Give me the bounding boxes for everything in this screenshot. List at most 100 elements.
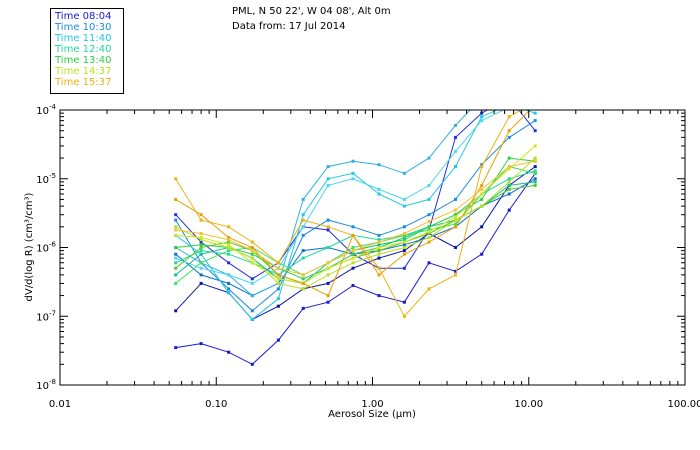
data-point-15-3 (250, 240, 254, 244)
data-point-5-10 (427, 197, 431, 201)
data-point-5-4 (276, 297, 280, 301)
data-point-4-13 (507, 192, 511, 196)
data-point-9-9 (402, 238, 406, 242)
data-point-16-9 (402, 252, 406, 256)
data-point-0-11 (454, 269, 457, 273)
data-point-15-1 (199, 218, 203, 222)
data-point-0-7 (351, 284, 355, 287)
data-point-17-4 (276, 266, 280, 270)
data-point-6-12 (480, 96, 483, 99)
data-point-14-10 (427, 230, 431, 234)
data-point-0-3 (250, 362, 254, 366)
data-point-1-14 (533, 165, 537, 169)
data-point-5-5 (301, 213, 305, 217)
data-point-4-1 (199, 273, 203, 277)
data-point-16-3 (250, 246, 254, 249)
data-point-14-0 (174, 233, 178, 237)
data-point-9-13 (507, 183, 511, 187)
data-point-17-5 (301, 273, 305, 277)
legend-item-1437: Time 14:37 (55, 66, 112, 77)
data-point-4-0 (174, 252, 178, 256)
data-point-3-7 (351, 225, 355, 229)
data-point-13-4 (276, 281, 280, 285)
data-point-3-2 (227, 287, 231, 291)
plot-frame (59, 109, 686, 386)
data-point-8-2 (227, 252, 231, 256)
data-point-16-14 (534, 103, 537, 106)
data-point-2-2 (227, 261, 231, 265)
data-point-13-8 (377, 252, 381, 256)
x-tick-label: 100.00 (668, 399, 700, 410)
data-point-15-0 (174, 177, 178, 181)
series-line-0 (175, 173, 536, 365)
data-point-14-7 (351, 256, 355, 260)
data-point-5-2 (227, 291, 231, 295)
data-point-1-0 (174, 309, 178, 313)
data-point-6-6 (326, 165, 330, 169)
data-point-7-14 (534, 101, 537, 104)
data-point-15-6 (326, 225, 330, 229)
data-point-15-5 (301, 218, 305, 222)
data-point-10-0 (174, 246, 178, 249)
data-point-8-1 (199, 249, 203, 253)
data-point-8-8 (377, 238, 381, 242)
data-point-4-14 (533, 177, 537, 181)
data-point-2-0 (174, 213, 178, 217)
data-point-1-4 (276, 304, 280, 308)
data-point-10-7 (351, 252, 355, 256)
data-point-3-14 (533, 119, 537, 123)
data-point-3-11 (454, 197, 457, 201)
data-point-7-0 (174, 256, 178, 260)
data-point-5-3 (250, 317, 254, 321)
data-point-11-14 (533, 171, 537, 175)
data-point-3-3 (250, 309, 254, 313)
data-point-17-8 (377, 240, 381, 244)
data-point-4-5 (301, 249, 305, 253)
data-point-17-1 (199, 232, 203, 235)
data-point-13-9 (402, 246, 406, 249)
data-point-7-6 (326, 183, 330, 187)
data-point-1-8 (377, 256, 381, 260)
legend: Time 08:04 Time 10:30 Time 11:40 Time 12… (50, 8, 124, 94)
data-point-14-4 (276, 277, 280, 281)
data-point-5-12 (480, 115, 484, 119)
data-point-0-6 (326, 300, 330, 304)
data-point-17-14 (533, 159, 537, 163)
data-point-5-6 (326, 177, 330, 181)
data-point-7-11 (454, 149, 457, 153)
data-point-15-4 (276, 261, 280, 265)
series-line-9 (175, 181, 536, 284)
data-point-13-1 (199, 238, 203, 242)
data-point-12-8 (377, 249, 381, 253)
data-point-9-0 (174, 273, 178, 277)
data-point-8-13 (507, 177, 511, 181)
data-point-8-0 (174, 261, 178, 265)
data-point-2-9 (402, 266, 406, 270)
data-point-5-11 (454, 165, 457, 169)
data-point-17-12 (480, 187, 484, 191)
data-point-7-7 (351, 177, 355, 181)
data-point-6-9 (402, 171, 406, 175)
data-point-12-10 (427, 232, 431, 235)
data-point-7-2 (227, 273, 231, 277)
data-point-6-5 (301, 197, 305, 201)
data-point-5-8 (377, 192, 381, 196)
series-line-5 (175, 110, 536, 321)
x-tick-label: 0.10 (205, 399, 227, 410)
data-point-10-10 (427, 225, 431, 229)
legend-item-1240: Time 12:40 (55, 44, 112, 55)
data-point-3-5 (301, 233, 305, 237)
legend-item-1030: Time 10:30 (55, 22, 112, 33)
data-point-0-8 (377, 294, 381, 298)
data-point-11-2 (227, 249, 231, 253)
data-point-0-12 (480, 252, 484, 256)
data-point-10-12 (480, 197, 484, 201)
data-point-7-12 (480, 119, 484, 123)
y-tick-label: 10-4 (36, 103, 56, 117)
data-point-0-10 (427, 261, 431, 265)
data-point-13-12 (480, 204, 484, 208)
data-point-6-14 (534, 88, 537, 91)
data-point-7-3 (250, 281, 254, 285)
data-point-11-10 (427, 228, 431, 232)
data-point-13-11 (454, 218, 457, 222)
